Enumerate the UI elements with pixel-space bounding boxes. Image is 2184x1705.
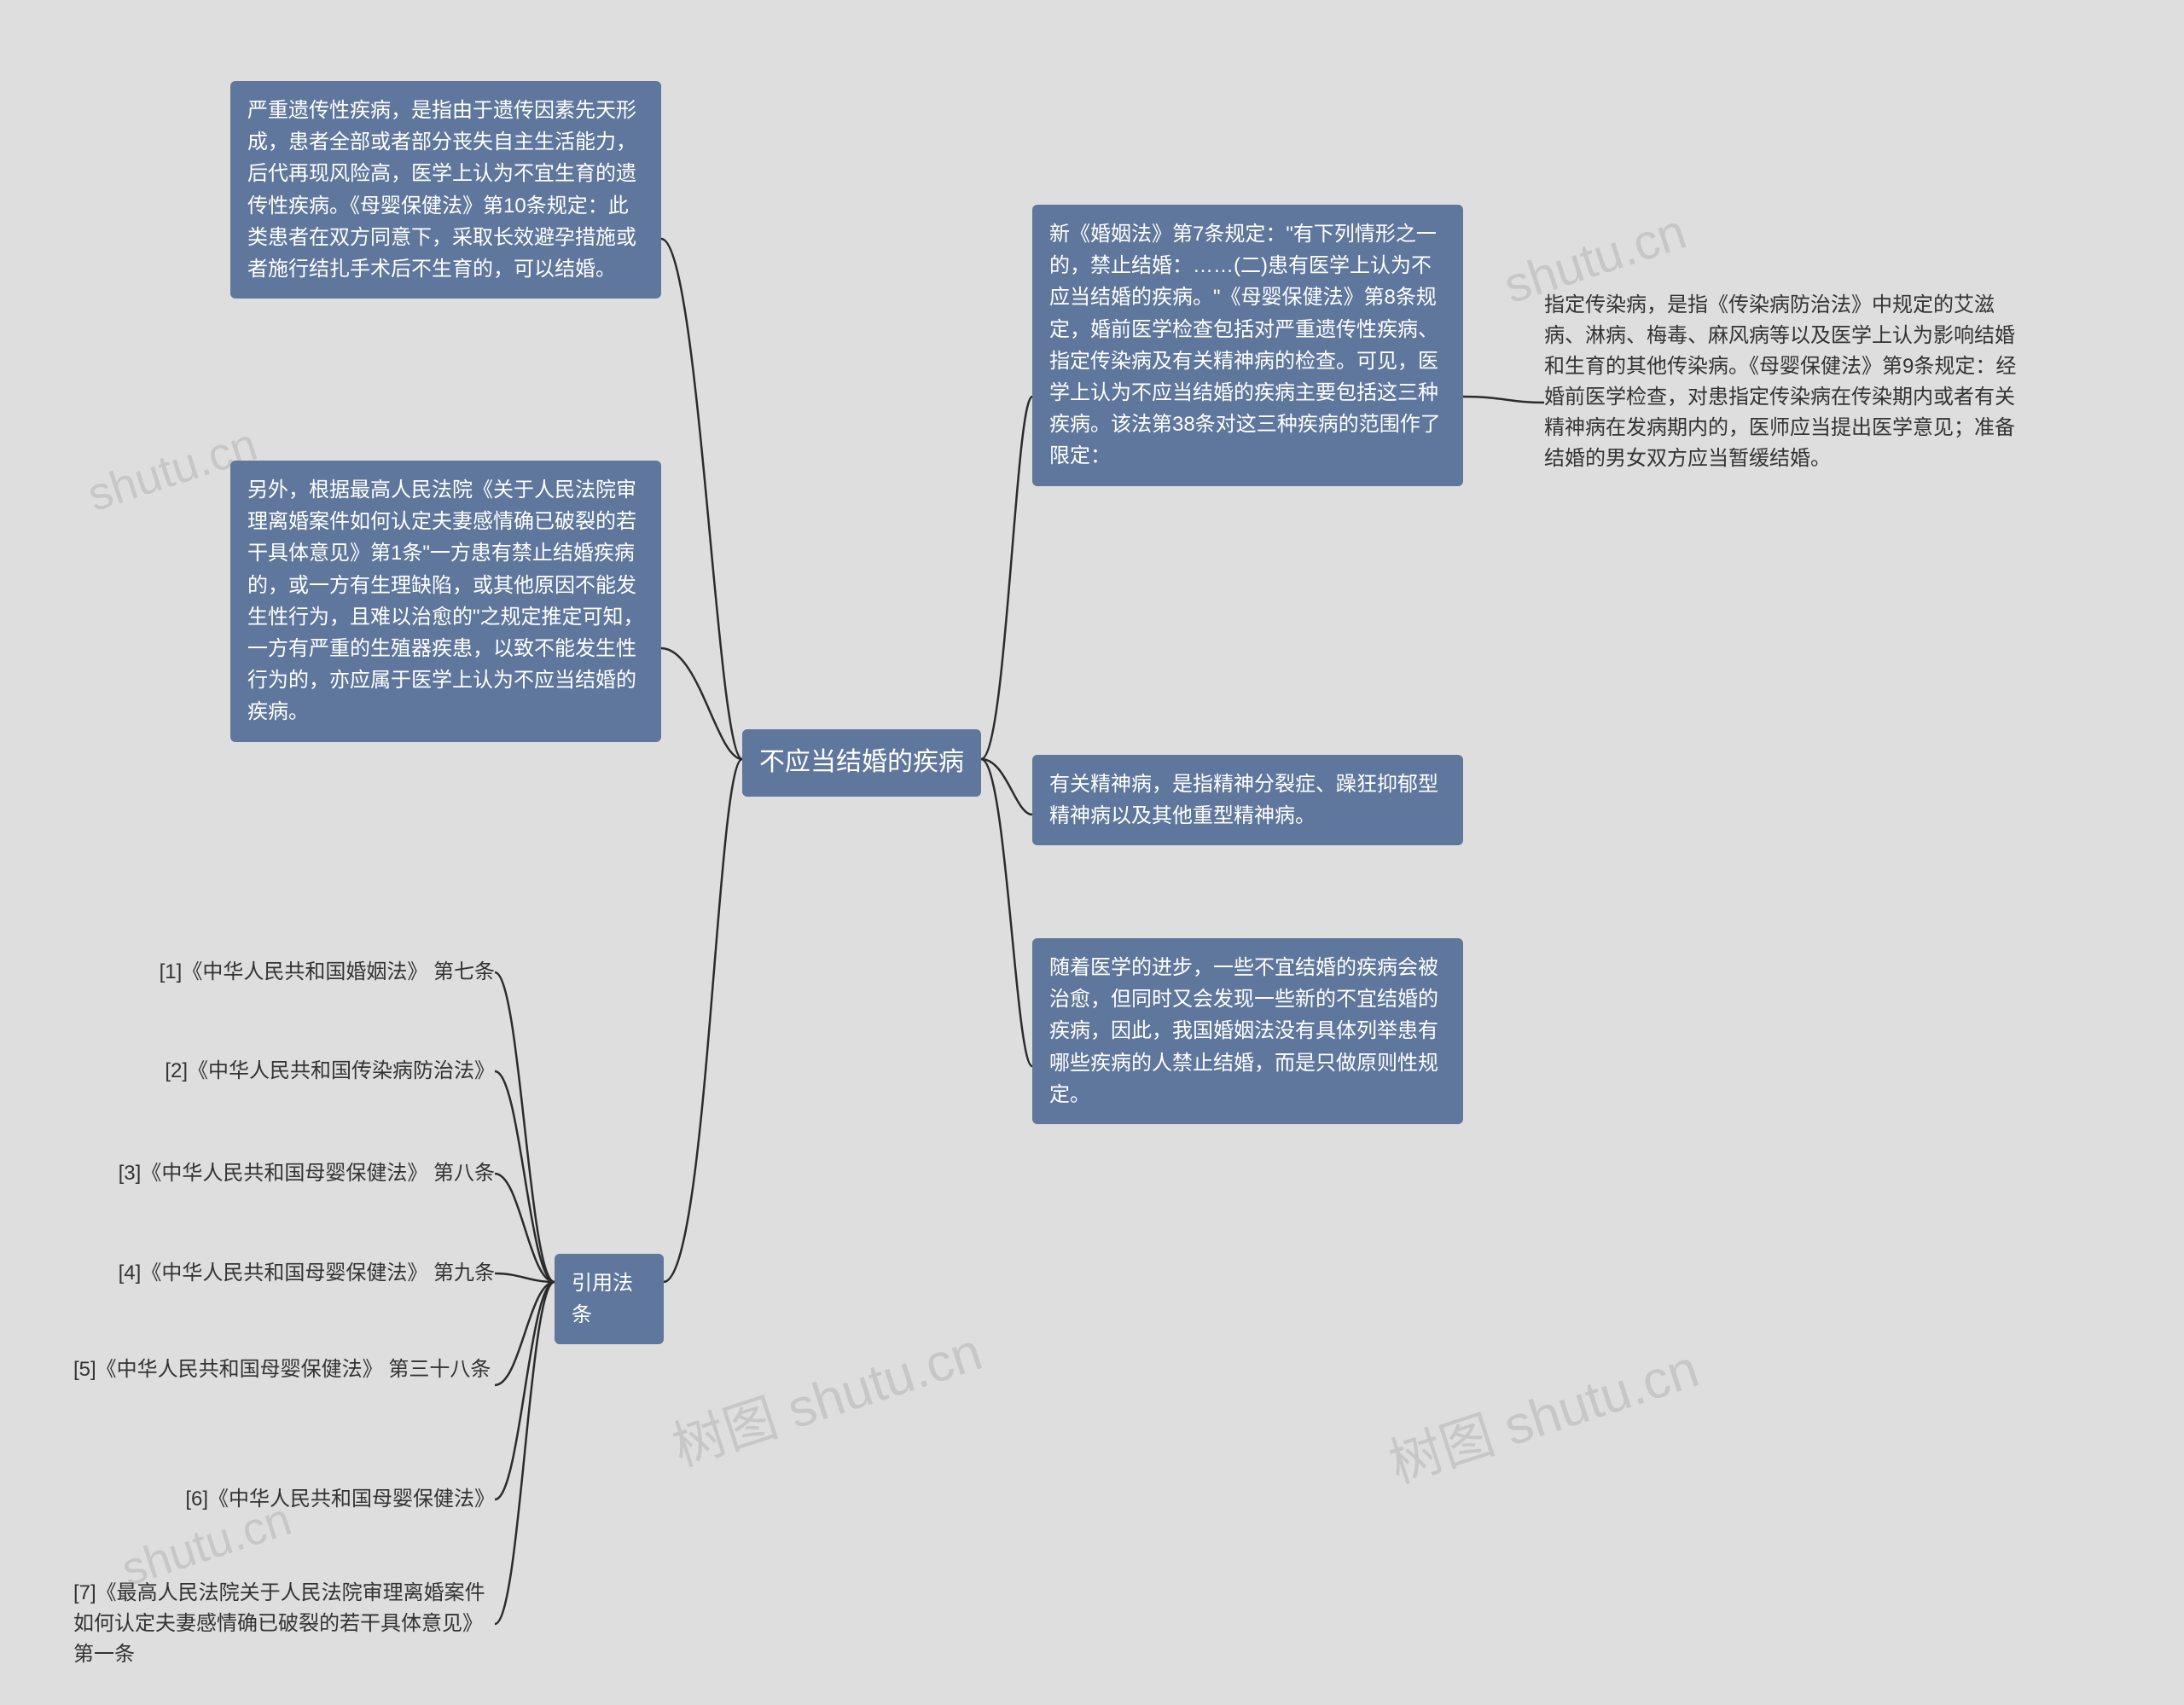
node-c3: [3]《中华人民共和国母婴保健法》 第八条 (73, 1158, 495, 1189)
node-c2-text: [2]《中华人民共和国传染病防治法》 (165, 1059, 495, 1082)
node-c6: [6]《中华人民共和国母婴保健法》 (145, 1484, 495, 1515)
node-r1a: 指定传染病，是指《传染病防治法》中规定的艾滋病、淋病、梅毒、麻风病等以及医学上认… (1544, 290, 2022, 474)
node-l1-text: 严重遗传性疾病，是指由于遗传因素先天形成，患者全部或者部分丧失自主生活能力，后代… (247, 99, 636, 281)
node-c1-text: [1]《中华人民共和国婚姻法》 第七条 (160, 960, 495, 983)
node-r3: 随着医学的进步，一些不宜结婚的疾病会被治愈，但同时又会发现一些新的不宜结婚的疾病… (1032, 938, 1463, 1124)
node-c5-text: [5]《中华人民共和国母婴保健法》 第三十八条 (73, 1358, 491, 1381)
node-c5: [5]《中华人民共和国母婴保健法》 第三十八条 (73, 1354, 495, 1385)
node-l1: 严重遗传性疾病，是指由于遗传因素先天形成，患者全部或者部分丧失自主生活能力，后代… (230, 81, 661, 299)
node-l3-text: 引用法条 (572, 1272, 633, 1326)
node-c4: [4]《中华人民共和国母婴保健法》 第九条 (73, 1258, 495, 1289)
node-c6-text: [6]《中华人民共和国母婴保健法》 (185, 1488, 495, 1511)
node-l2: 另外，根据最高人民法院《关于人民法院审理离婚案件如何认定夫妻感情确已破裂的若干具… (230, 461, 661, 742)
center-node: 不应当结婚的疾病 (742, 729, 981, 797)
node-c1: [1]《中华人民共和国婚姻法》 第七条 (98, 957, 495, 988)
watermark: 树图 shutu.cn (1378, 1325, 1706, 1498)
node-c7: [7]《最高人民法院关于人民法院审理离婚案件如何认定夫妻感情确已破裂的若干具体意… (73, 1578, 495, 1670)
node-l2-text: 另外，根据最高人民法院《关于人民法院审理离婚案件如何认定夫妻感情确已破裂的若干具… (247, 478, 644, 723)
node-r1-text: 新《婚姻法》第7条规定："有下列情形之一的，禁止结婚：……(二)患有医学上认为不… (1049, 223, 1441, 467)
node-c7-text: [7]《最高人民法院关于人民法院审理离婚案件如何认定夫妻感情确已破裂的若干具体意… (73, 1581, 485, 1666)
node-c2: [2]《中华人民共和国传染病防治法》 (124, 1056, 495, 1087)
node-l3: 引用法条 (555, 1254, 664, 1344)
node-c3-text: [3]《中华人民共和国母婴保健法》 第八条 (119, 1162, 495, 1185)
node-r2-text: 有关精神病，是指精神分裂症、躁狂抑郁型精神病以及其他重型精神病。 (1049, 773, 1438, 827)
center-label: 不应当结婚的疾病 (759, 748, 964, 776)
node-r1: 新《婚姻法》第7条规定："有下列情形之一的，禁止结婚：……(二)患有医学上认为不… (1032, 205, 1463, 486)
node-r1a-text: 指定传染病，是指《传染病防治法》中规定的艾滋病、淋病、梅毒、麻风病等以及医学上认… (1544, 293, 2016, 470)
watermark: 树图 shutu.cn (661, 1308, 990, 1481)
node-c4-text: [4]《中华人民共和国母婴保健法》 第九条 (119, 1261, 495, 1285)
node-r3-text: 随着医学的进步，一些不宜结婚的疾病会被治愈，但同时又会发现一些新的不宜结婚的疾病… (1049, 956, 1438, 1106)
node-r2: 有关精神病，是指精神分裂症、躁狂抑郁型精神病以及其他重型精神病。 (1032, 755, 1463, 845)
